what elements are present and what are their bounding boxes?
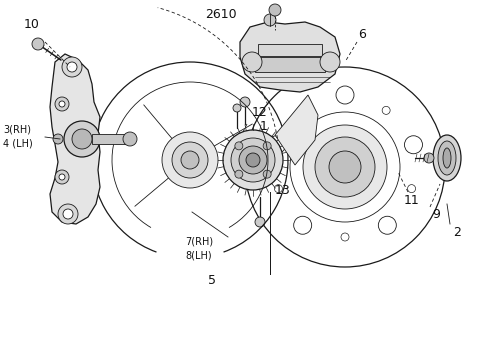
- Circle shape: [378, 216, 396, 234]
- Circle shape: [55, 170, 69, 184]
- Circle shape: [245, 67, 445, 267]
- Text: 3(RH): 3(RH): [3, 125, 31, 135]
- Text: 9: 9: [432, 207, 440, 220]
- Text: 11: 11: [404, 194, 420, 207]
- Circle shape: [223, 130, 283, 190]
- Circle shape: [315, 137, 375, 197]
- Circle shape: [290, 112, 400, 222]
- Circle shape: [264, 14, 276, 26]
- Circle shape: [59, 101, 65, 107]
- Polygon shape: [275, 95, 318, 165]
- Text: 1: 1: [260, 119, 268, 132]
- Ellipse shape: [443, 148, 451, 168]
- Polygon shape: [92, 134, 130, 144]
- Circle shape: [329, 151, 361, 183]
- Circle shape: [336, 86, 354, 104]
- Circle shape: [239, 146, 267, 174]
- Circle shape: [55, 97, 69, 111]
- Circle shape: [320, 52, 340, 72]
- Text: 6: 6: [358, 27, 366, 40]
- Circle shape: [59, 174, 65, 180]
- Circle shape: [72, 129, 92, 149]
- Polygon shape: [258, 44, 322, 56]
- Circle shape: [255, 217, 265, 227]
- Text: 12: 12: [252, 106, 268, 119]
- Circle shape: [181, 151, 199, 169]
- Circle shape: [341, 233, 349, 241]
- Circle shape: [267, 136, 286, 154]
- Text: 8(LH): 8(LH): [185, 251, 212, 261]
- Circle shape: [231, 138, 275, 182]
- Circle shape: [246, 153, 260, 167]
- Circle shape: [162, 132, 218, 188]
- Text: 10: 10: [24, 18, 40, 31]
- Circle shape: [233, 104, 241, 112]
- Circle shape: [269, 4, 281, 16]
- Circle shape: [58, 204, 78, 224]
- Circle shape: [424, 153, 434, 163]
- Circle shape: [294, 216, 312, 234]
- Ellipse shape: [438, 141, 456, 175]
- Text: 5: 5: [208, 274, 216, 287]
- Polygon shape: [50, 54, 100, 224]
- Circle shape: [235, 142, 243, 150]
- Circle shape: [235, 170, 243, 178]
- Text: 7(RH): 7(RH): [185, 237, 213, 247]
- Text: 4 (LH): 4 (LH): [3, 139, 33, 149]
- Circle shape: [408, 185, 416, 193]
- Circle shape: [63, 209, 73, 219]
- Circle shape: [303, 125, 387, 209]
- Polygon shape: [255, 57, 325, 72]
- Text: 2610: 2610: [205, 7, 237, 20]
- Polygon shape: [240, 22, 340, 92]
- Circle shape: [64, 121, 100, 157]
- Circle shape: [67, 62, 77, 72]
- Circle shape: [405, 136, 422, 154]
- Circle shape: [172, 142, 208, 178]
- Circle shape: [53, 134, 63, 144]
- Circle shape: [300, 106, 308, 114]
- Text: 2: 2: [453, 226, 461, 239]
- Circle shape: [240, 97, 250, 107]
- Text: 13: 13: [275, 183, 291, 196]
- Circle shape: [32, 38, 44, 50]
- Circle shape: [242, 52, 262, 72]
- Circle shape: [275, 185, 282, 193]
- Circle shape: [123, 132, 137, 146]
- Circle shape: [263, 170, 271, 178]
- Circle shape: [263, 142, 271, 150]
- Circle shape: [382, 106, 390, 114]
- Ellipse shape: [433, 135, 461, 181]
- Circle shape: [62, 57, 82, 77]
